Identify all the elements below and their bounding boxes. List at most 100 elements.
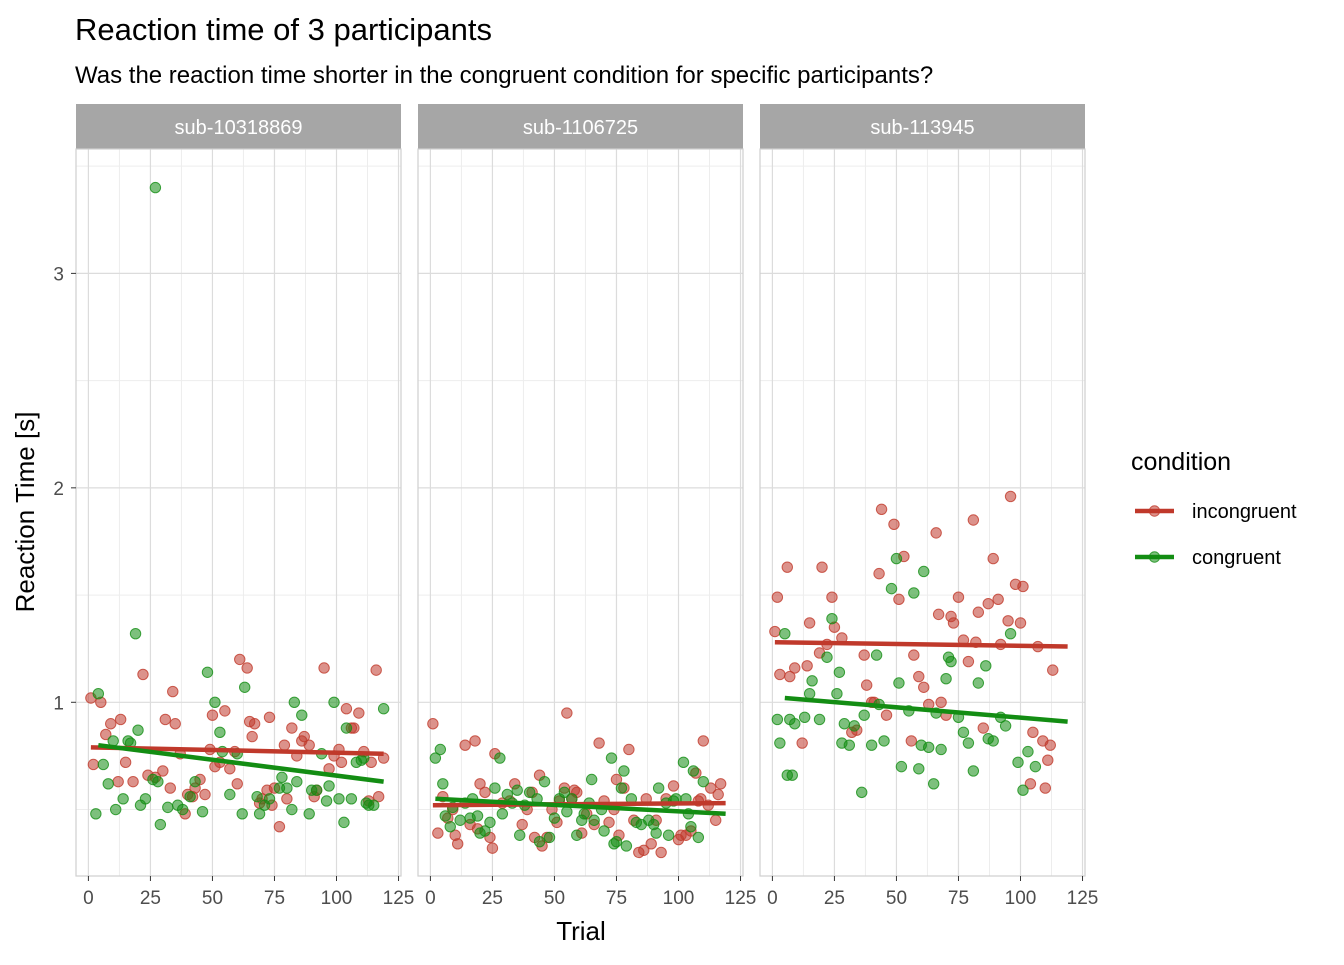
- data-point-incongruent: [908, 649, 920, 661]
- data-point-incongruent: [469, 735, 481, 747]
- data-point-congruent: [1022, 745, 1034, 758]
- data-point-congruent: [833, 666, 846, 678]
- data-point-incongruent: [603, 816, 615, 829]
- data-point-incongruent: [858, 649, 870, 661]
- data-point-congruent: [913, 763, 925, 775]
- data-point-congruent: [281, 782, 293, 794]
- legend-label: congruent: [1192, 547, 1281, 569]
- data-point-incongruent: [234, 653, 246, 666]
- data-point-incongruent: [278, 739, 291, 751]
- data-point-incongruent: [905, 735, 918, 747]
- data-point-incongruent: [714, 778, 727, 790]
- data-point-congruent: [610, 835, 623, 848]
- data-point-incongruent: [781, 561, 793, 573]
- data-point-incongruent: [667, 780, 680, 792]
- legend-title: condition: [1131, 448, 1231, 476]
- data-point-incongruent: [697, 735, 710, 747]
- legend-label: incongruent: [1192, 501, 1297, 523]
- data-point-congruent: [320, 795, 333, 807]
- data-point-congruent: [620, 840, 633, 852]
- data-point-incongruent: [893, 593, 905, 606]
- data-point-incongruent: [451, 838, 464, 850]
- data-point-incongruent: [1044, 739, 1056, 751]
- x-tick-label: 50: [886, 888, 907, 909]
- data-point-congruent: [323, 780, 335, 792]
- x-tick-label: 100: [663, 888, 695, 909]
- data-point-congruent: [865, 739, 878, 751]
- data-point-congruent: [224, 788, 236, 801]
- data-point-incongruent: [952, 591, 965, 603]
- data-point-congruent: [201, 666, 214, 678]
- x-tick-label: 75: [606, 888, 627, 909]
- data-point-congruent: [501, 788, 514, 801]
- facet-panel: sub-113945 0 25 50 75 100 125: [759, 104, 1098, 909]
- data-point-incongruent: [432, 827, 444, 839]
- data-point-incongruent: [127, 775, 139, 788]
- data-point-incongruent: [816, 561, 828, 573]
- data-point-congruent: [196, 805, 209, 818]
- data-point-congruent: [176, 803, 189, 816]
- trend-line-congruent: [435, 796, 726, 817]
- data-point-incongruent: [486, 842, 499, 854]
- data-point-incongruent: [281, 793, 293, 805]
- data-point-congruent: [615, 782, 628, 794]
- data-point-congruent: [806, 675, 818, 687]
- data-point-incongruent: [860, 679, 873, 691]
- data-point-congruent: [687, 765, 700, 777]
- data-point-congruent: [980, 660, 992, 672]
- x-axis-title: Trial: [556, 916, 606, 946]
- data-point-congruent: [598, 825, 610, 837]
- data-point-congruent: [437, 778, 449, 790]
- data-point-incongruent: [1024, 778, 1037, 790]
- data-point-congruent: [848, 720, 860, 732]
- data-point-incongruent: [353, 707, 365, 719]
- data-point-congruent: [434, 743, 447, 756]
- data-point-congruent: [184, 790, 196, 803]
- data-point-incongruent: [137, 668, 149, 681]
- y-tick-label: 2: [53, 479, 64, 500]
- data-point-incongruent: [932, 608, 945, 621]
- data-point-congruent: [856, 786, 868, 799]
- data-point-congruent: [692, 831, 705, 844]
- data-point-congruent: [154, 818, 167, 831]
- data-point-congruent: [650, 827, 662, 839]
- data-point-congruent: [538, 775, 551, 788]
- data-point-incongruent: [112, 775, 124, 788]
- data-point-incongruent: [459, 739, 471, 751]
- data-point-incongruent: [982, 597, 994, 610]
- y-tick-label: 3: [53, 264, 64, 285]
- data-point-congruent: [132, 724, 144, 736]
- data-point-incongruent: [246, 730, 258, 743]
- data-point-congruent: [885, 582, 898, 595]
- data-point-congruent: [214, 726, 226, 739]
- data-point-congruent: [803, 688, 816, 700]
- x-tick-label: 50: [202, 888, 223, 909]
- data-point-incongruent: [623, 743, 635, 756]
- data-point-incongruent: [1042, 754, 1054, 766]
- data-point-congruent: [149, 181, 162, 194]
- data-point-congruent: [843, 739, 856, 751]
- data-point-incongruent: [561, 707, 573, 719]
- data-point-incongruent: [712, 788, 724, 801]
- data-point-congruent: [831, 688, 843, 700]
- data-point-incongruent: [935, 696, 947, 708]
- data-point-incongruent: [372, 790, 385, 803]
- data-point-congruent: [935, 743, 947, 756]
- data-point-congruent: [957, 726, 970, 739]
- data-point-incongruent: [1039, 782, 1052, 794]
- data-point-incongruent: [784, 670, 796, 683]
- data-point-incongruent: [87, 758, 100, 771]
- data-point-congruent: [652, 782, 665, 794]
- data-point-congruent: [484, 816, 496, 829]
- x-tick-label: 125: [725, 888, 757, 909]
- data-point-congruent: [129, 627, 142, 640]
- data-point-congruent: [251, 790, 263, 803]
- data-point-incongruent: [987, 552, 999, 565]
- facet-strip: [760, 104, 1085, 149]
- data-point-congruent: [489, 782, 501, 794]
- data-point-incongruent: [479, 786, 491, 799]
- data-point-congruent: [263, 793, 276, 805]
- data-point-congruent: [533, 835, 546, 848]
- data-point-incongruent: [340, 703, 353, 715]
- data-point-congruent: [895, 760, 908, 773]
